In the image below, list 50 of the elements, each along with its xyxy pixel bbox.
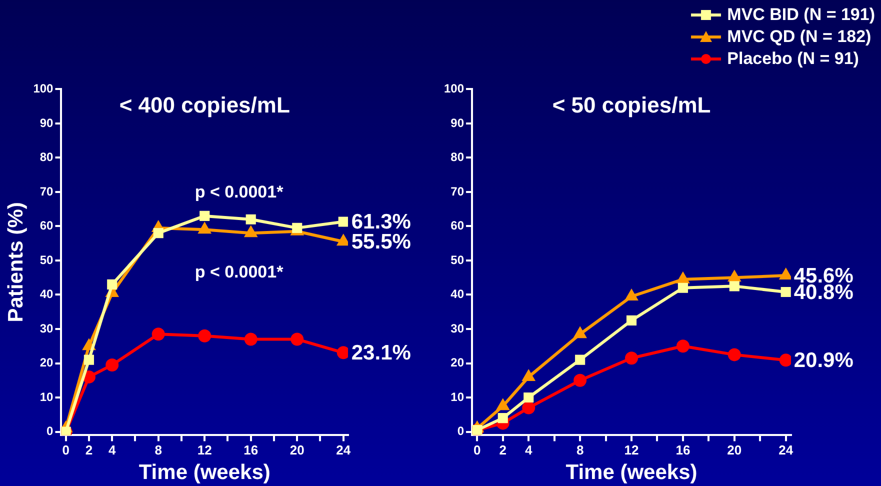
legend-label: MVC BID (N = 191) [727,4,875,26]
y-tick-label: 0 [46,424,54,438]
x-tick-label: 24 [778,442,794,458]
y-tick-label: 20 [40,356,54,370]
y-tick-label: 50 [450,252,464,267]
y-tick-label: 40 [450,287,464,302]
legend-label: MVC QD (N = 182) [727,26,872,48]
y-tick-label: 100 [33,82,54,96]
y-tick-label: 30 [450,321,464,336]
data-label: 23.1% [351,341,412,364]
y-tick-label: 90 [450,116,464,130]
y-tick-label: 60 [450,218,464,233]
y-tick-label: 0 [457,424,464,438]
legend-label: Placebo (N = 91) [727,48,859,70]
data-label: 20.9% [794,348,854,372]
x-tick-label: 8 [576,442,584,458]
annotation: p < 0.0001* [194,262,284,282]
y-tick-label: 50 [40,252,54,267]
y-tick-label: 90 [40,116,54,130]
y-tick-label: 70 [40,184,54,198]
x-tick-label: 16 [676,442,690,458]
y-tick-label: 20 [450,356,464,370]
annotation: p < 0.0001* [194,182,284,202]
x-tick-label: 24 [336,442,352,458]
x-tick-label: 20 [290,442,304,458]
x-tick-label: 12 [624,442,639,458]
y-tick-label: 70 [450,184,464,198]
x-tick-label: 20 [727,442,742,458]
x-tick-label: 12 [197,442,212,458]
x-tick-label: 8 [154,442,162,458]
x-axis-title: Time (weeks) [138,461,270,484]
y-axis-title: Patients (%) [4,202,28,322]
y-tick-label: 10 [450,390,464,404]
x-tick-label: 0 [62,442,70,458]
x-tick-label: 0 [474,442,481,458]
y-tick-label: 30 [40,321,54,336]
y-tick-label: 10 [40,390,54,404]
x-axis-title: Time (weeks) [566,461,698,484]
x-tick-label: 4 [524,442,533,458]
x-tick-label: 2 [85,442,93,458]
chart-title: < 50 copies/mL [552,92,711,118]
y-tick-label: 100 [444,82,464,96]
x-tick-label: 16 [244,442,258,458]
x-tick-label: 2 [499,442,507,458]
y-tick-label: 40 [40,287,54,302]
x-tick-label: 4 [108,442,116,458]
chart-title: < 400 copies/mL [119,92,290,118]
y-tick-label: 80 [450,150,464,164]
y-tick-label: 60 [40,218,54,233]
y-tick-label: 80 [40,150,54,164]
